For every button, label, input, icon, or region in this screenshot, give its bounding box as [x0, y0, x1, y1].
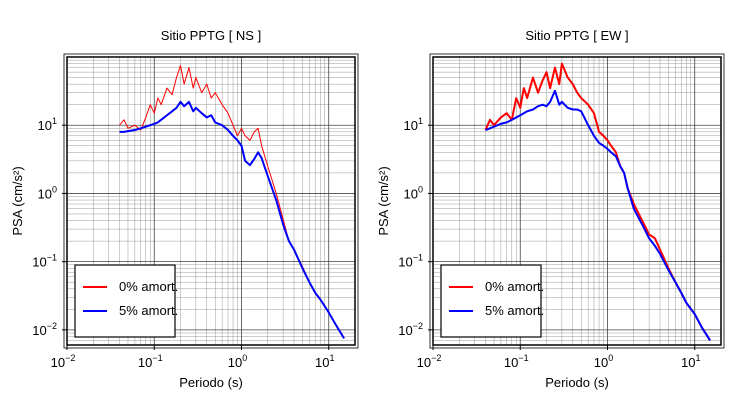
- x-tick-label-base: 10: [681, 355, 695, 370]
- y-tick-label: 10−2: [398, 321, 423, 338]
- x-tick-label-base: 10: [228, 355, 242, 370]
- y-tick-label-base: 10: [38, 118, 52, 133]
- y-axis-label: PSA (cm/s²): [10, 166, 25, 235]
- y-tick-label-exp: 0: [418, 184, 423, 194]
- y-tick-label: 101: [38, 116, 57, 133]
- y-tick-label-exp: −2: [413, 321, 423, 331]
- legend-label: 5% amort.: [119, 303, 178, 318]
- legend-label: 0% amort.: [485, 279, 544, 294]
- y-tick-label: 10−1: [398, 253, 423, 270]
- x-tick-label: 10−2: [417, 353, 442, 370]
- y-tick-label-exp: 1: [52, 116, 57, 126]
- y-tick-label-base: 10: [398, 255, 412, 270]
- x-tick-label-base: 10: [417, 355, 431, 370]
- chart-title: Sitio PPTG [ NS ]: [161, 28, 261, 43]
- x-tick-label-exp: 1: [329, 353, 334, 363]
- x-tick-label-base: 10: [51, 355, 65, 370]
- y-tick-label-exp: 0: [52, 184, 57, 194]
- x-tick-label-exp: −1: [518, 353, 528, 363]
- x-tick-label-exp: −2: [431, 353, 441, 363]
- x-tick-label-base: 10: [504, 355, 518, 370]
- y-tick-label: 10−1: [32, 253, 57, 270]
- legend-label: 0% amort.: [119, 279, 178, 294]
- x-tick-label-base: 10: [315, 355, 329, 370]
- legend-box: [74, 264, 176, 338]
- x-axis-label: Periodo (s): [179, 375, 243, 390]
- y-tick-label-exp: −1: [413, 253, 423, 263]
- x-tick-label: 10−1: [138, 353, 163, 370]
- plot-frame-outer: [63, 53, 359, 349]
- plot-frame: [66, 56, 356, 346]
- y-tick-label-base: 10: [32, 323, 46, 338]
- y-tick-label-exp: −1: [47, 253, 57, 263]
- y-tick-label-exp: −2: [47, 321, 57, 331]
- y-tick-label-base: 10: [398, 323, 412, 338]
- y-tick-label-base: 10: [404, 118, 418, 133]
- x-tick-label-exp: −2: [65, 353, 75, 363]
- plot-frame: [432, 56, 722, 346]
- x-tick-label-exp: 0: [242, 353, 247, 363]
- plot-frame-outer: [429, 53, 725, 349]
- x-tick-label-base: 10: [138, 355, 152, 370]
- x-tick-label: 101: [315, 353, 334, 370]
- y-tick-label-base: 10: [404, 186, 418, 201]
- x-tick-label: 100: [228, 353, 247, 370]
- legend-box: [440, 264, 542, 338]
- series-line: [485, 89, 711, 341]
- x-tick-label: 101: [681, 353, 700, 370]
- chart-title: Sitio PPTG [ EW ]: [525, 28, 628, 43]
- x-tick-label-exp: 0: [608, 353, 613, 363]
- x-tick-label: 10−2: [51, 353, 76, 370]
- y-tick-label-base: 10: [38, 186, 52, 201]
- y-tick-label-base: 10: [32, 255, 46, 270]
- legend-label: 5% amort.: [485, 303, 544, 318]
- x-axis-label: Periodo (s): [545, 375, 609, 390]
- x-tick-label-exp: −1: [152, 353, 162, 363]
- x-tick-label-base: 10: [594, 355, 608, 370]
- y-tick-label-exp: 1: [418, 116, 423, 126]
- x-tick-label: 10−1: [504, 353, 529, 370]
- y-tick-label: 101: [404, 116, 423, 133]
- y-axis-label: PSA (cm/s²): [376, 166, 391, 235]
- y-tick-label: 100: [38, 184, 57, 201]
- series-line: [119, 100, 345, 339]
- x-tick-label-exp: 1: [695, 353, 700, 363]
- y-tick-label: 10−2: [32, 321, 57, 338]
- x-tick-label: 100: [594, 353, 613, 370]
- y-tick-label: 100: [404, 184, 423, 201]
- series-line: [484, 62, 711, 341]
